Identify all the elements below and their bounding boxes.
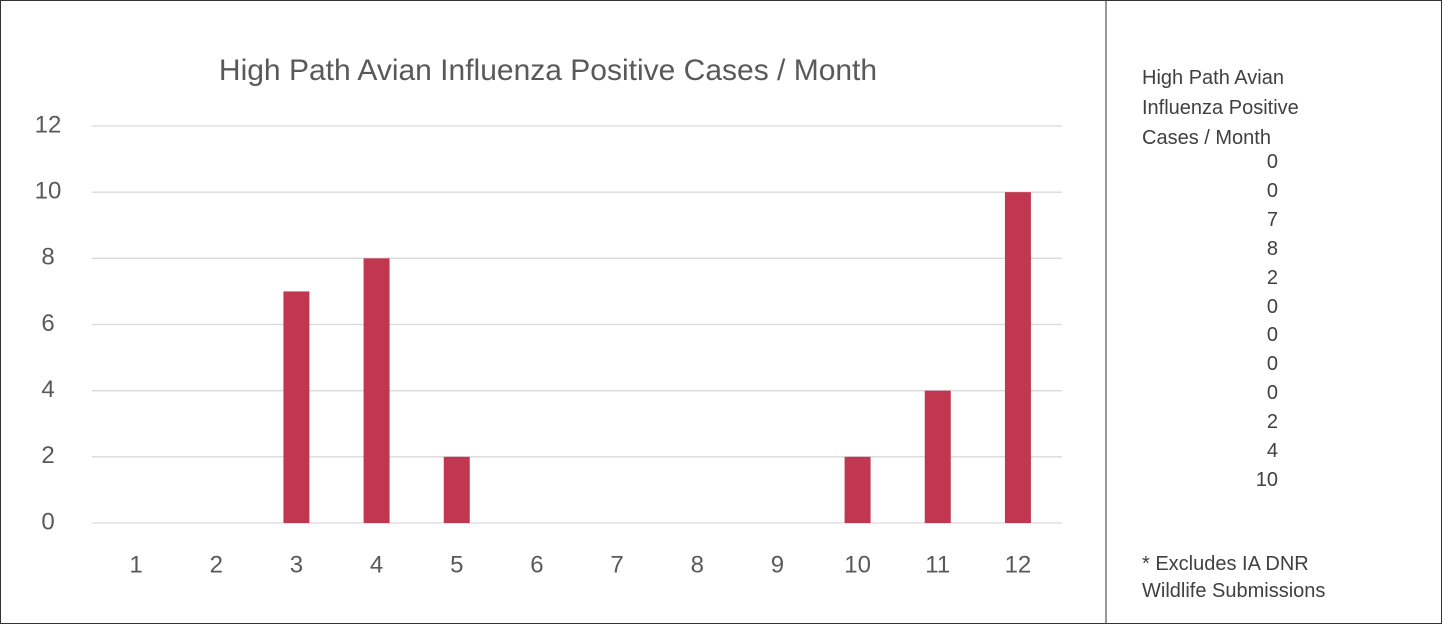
x-tick-label: 5 [450, 551, 463, 578]
side-value: 2 [1266, 411, 1278, 434]
x-tick-label: 2 [210, 551, 223, 578]
side-value: 7 [1266, 208, 1278, 231]
y-tick-label: 8 [41, 244, 54, 271]
y-tick-label: 4 [41, 376, 54, 403]
side-value: 8 [1266, 237, 1278, 260]
x-tick-label: 11 [925, 551, 950, 578]
x-tick-label: 6 [530, 551, 543, 578]
x-tick-label: 12 [1005, 551, 1032, 578]
y-tick-label: 2 [41, 442, 54, 469]
x-tick-label: 3 [290, 551, 303, 578]
bar [844, 456, 871, 523]
y-tick-label: 0 [41, 508, 54, 535]
x-tick-label: 10 [844, 551, 871, 578]
y-tick-label: 6 [41, 310, 54, 337]
y-tick-label: 12 [35, 111, 62, 138]
side-value: 4 [1266, 440, 1278, 463]
bar [363, 258, 390, 523]
bar [924, 390, 951, 523]
bar [443, 456, 470, 523]
side-value: 0 [1266, 179, 1278, 202]
side-value: 2 [1266, 266, 1278, 289]
side-value: 0 [1266, 353, 1278, 376]
x-tick-label: 7 [610, 551, 623, 578]
side-values: 0 0 7 8 2 0 0 0 0 2 4 10 [1142, 148, 1278, 495]
side-value: 0 [1266, 151, 1278, 173]
bar [1004, 192, 1031, 523]
y-tick-label: 10 [35, 178, 62, 205]
chart-title: High Path Avian Influenza Positive Cases… [219, 54, 877, 87]
footnote: * Excludes IA DNR Wildlife Submissions [1142, 553, 1326, 602]
x-tick-label: 8 [691, 551, 704, 578]
side-value: 0 [1266, 324, 1278, 347]
bar [283, 291, 310, 523]
side-value: 0 [1266, 382, 1278, 405]
side-value: 0 [1266, 295, 1278, 318]
x-tick-label: 4 [370, 551, 383, 578]
side-value: 10 [1255, 468, 1278, 491]
side-title: High Path Avian Influenza Positive Cases… [1142, 67, 1299, 149]
x-tick-label: 9 [771, 551, 784, 578]
x-tick-label: 1 [129, 551, 142, 578]
